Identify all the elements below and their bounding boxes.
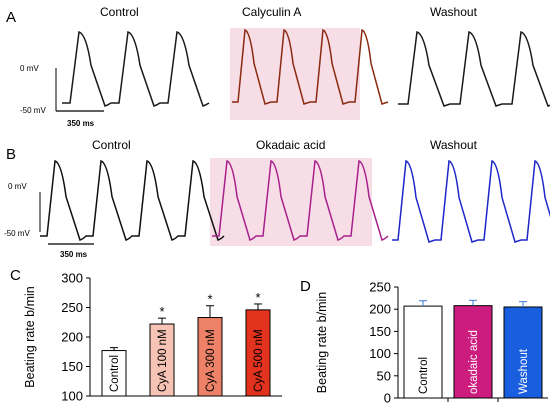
panel-a-title-control: Control [100, 5, 139, 19]
chart-c-category-label: CyA 500 nM [253, 329, 265, 392]
chart-d-y-axis-label: Beating rate b/min [315, 292, 329, 393]
panel-a-calyculin-highlight [230, 28, 360, 120]
panel-b-title-washout: Washout [430, 138, 478, 152]
chart-d-bar [403, 305, 443, 399]
panel-d-chart: D 0 50 100 150 200 250 Beating rate b/min Contr… [300, 278, 548, 406]
panel-a-time-scale-label: 350 ms [67, 119, 95, 128]
chart-c-bar [245, 309, 271, 397]
chart-c-bar [101, 350, 127, 397]
chart-c-category-label: CyA 300 nM [205, 329, 217, 392]
panel-d-letter: D [300, 278, 311, 295]
panel-b-title-okadaic: Okadaic acid [256, 138, 325, 152]
panel-a-title-calyculin: Calyculin A [242, 5, 301, 19]
chart-d-y-tick-label: 250 [369, 280, 391, 295]
panel-b-okadaic-trace [212, 159, 389, 241]
panel-a-calyculin-trace [232, 28, 389, 105]
chart-c-y-tick-label: 250 [61, 300, 83, 315]
panel-a-neg-mv-label: -50 mV [20, 106, 46, 115]
panel-b-okadaic-highlight [210, 158, 372, 246]
panel-a-zero-mv-label: 0 mV [20, 64, 39, 73]
panel-b-control-trace [40, 160, 225, 241]
chart-c-bar [197, 317, 223, 397]
panel-a: A Control Calyculin A Washout 0 mV -50 m… [6, 5, 550, 128]
chart-d-category-label: Control [418, 357, 430, 394]
chart-c-y-tick-label: 300 [61, 271, 83, 286]
panel-b-title-control: Control [92, 138, 131, 152]
panel-c-chart: C 100 150 200 250 300 Beating rate b/min Contr… [10, 267, 282, 404]
panel-a-control-trace [62, 31, 210, 107]
panel-a-washout-trace [398, 31, 550, 107]
panel-b-washout-trace [392, 159, 550, 243]
chart-c-significance-star: * [207, 292, 212, 307]
chart-d-category-label: okadaic acid [468, 330, 480, 394]
panel-a-title-washout: Washout [430, 5, 478, 19]
chart-c-significance-star: * [255, 290, 260, 305]
chart-d-y-tick-label: 150 [369, 324, 391, 339]
panel-b-letter: B [6, 146, 16, 163]
panel-a-letter: A [6, 9, 16, 26]
chart-c-y-tick-label: 100 [61, 389, 83, 404]
chart-c-category-label: CyA 100 nM [157, 329, 169, 392]
panel-b-neg-mv-label: -50 mV [4, 229, 30, 238]
chart-c-y-axis-label: Beating rate b/min [23, 286, 37, 387]
chart-d-y-tick-label: 0 [384, 391, 391, 406]
panel-c-letter: C [10, 267, 21, 284]
chart-d-y-tick-label: 50 [377, 368, 391, 383]
panel-b-zero-mv-label: 0 mV [8, 182, 27, 191]
panel-b-time-scale-label: 350 ms [60, 250, 88, 259]
chart-d-category-label: Washout [518, 348, 530, 394]
chart-c-category-label: Control [109, 355, 121, 392]
chart-d-y-tick-label: 100 [369, 346, 391, 361]
chart-c-y-tick-label: 150 [61, 359, 83, 374]
chart-c-significance-star: * [159, 304, 164, 319]
chart-d-y-tick-label: 200 [369, 302, 391, 317]
panel-b: B Control Okadaic acid Washout 0 mV -50 … [4, 138, 550, 259]
chart-c-y-tick-label: 200 [61, 330, 83, 345]
